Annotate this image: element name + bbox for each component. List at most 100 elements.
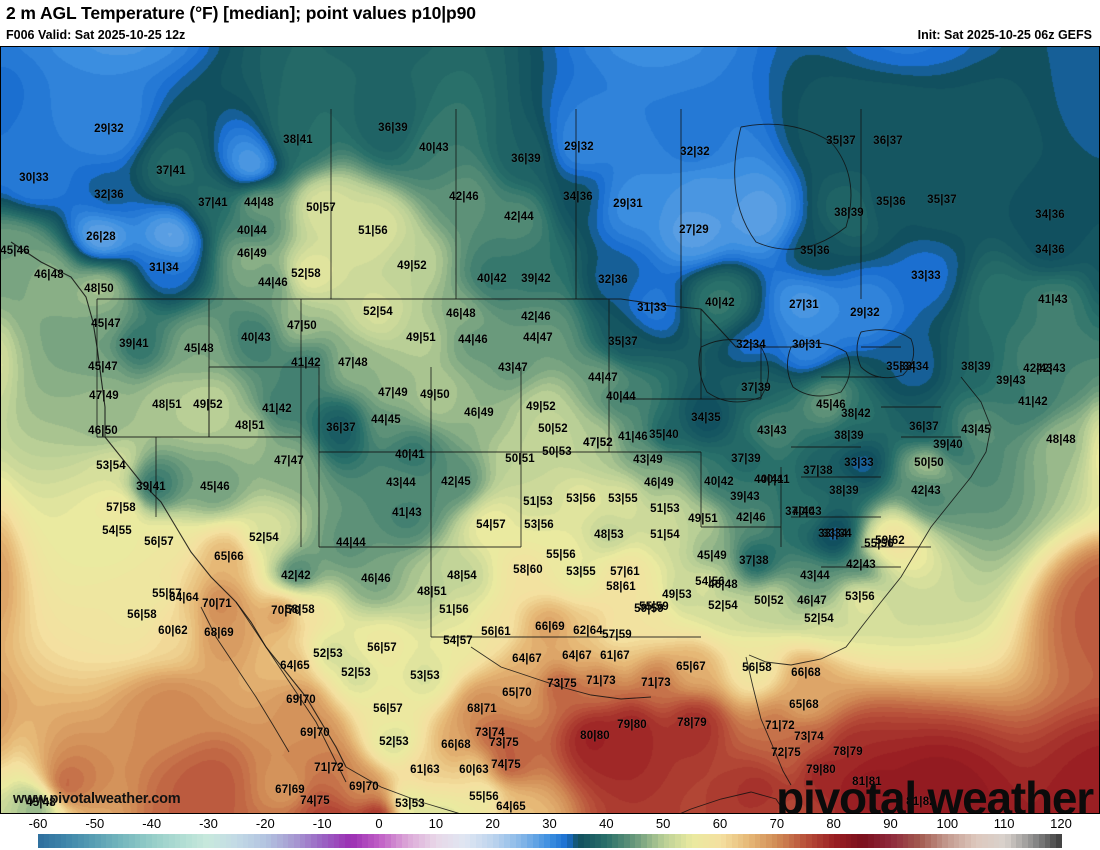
- colorbar-swatch: [1050, 834, 1057, 848]
- point-value-label: 34|36: [1035, 209, 1065, 221]
- point-value-label: 58|60: [513, 564, 543, 576]
- point-value-label: 46|49: [237, 248, 267, 260]
- point-value-label: 43|45: [961, 424, 991, 436]
- map-panel[interactable]: 30|33 29|32 32|36 26|28 45|46 46|48 48|50 45|47…: [0, 46, 1100, 814]
- colorbar-swatch: [180, 834, 186, 848]
- point-value-label: 34|36: [563, 191, 593, 203]
- point-value-label: 37|38: [803, 465, 833, 477]
- colorbar-swatch: [959, 834, 966, 848]
- colorbar-swatch: [384, 834, 391, 848]
- point-value-label: 32|36: [598, 274, 628, 286]
- colorbar-tick: -40: [142, 816, 162, 831]
- point-value-label: 42|46: [449, 191, 479, 203]
- colorbar-swatch: [561, 834, 567, 848]
- point-value-label: 56|61: [481, 626, 511, 638]
- point-value-label: 59|62: [875, 535, 905, 547]
- point-value-label: 41|46: [618, 431, 648, 443]
- colorbar-swatch: [464, 834, 471, 848]
- point-value-label: 45|48: [26, 797, 56, 809]
- point-value-label: 48|48: [1046, 434, 1076, 446]
- colorbar-tick: 80: [826, 816, 841, 831]
- border-path: [200, 606, 290, 753]
- point-value-label: 67|69: [275, 784, 305, 796]
- colorbar-swatch: [345, 834, 351, 848]
- colorbar-swatch: [487, 834, 493, 848]
- point-value-label: 36|39: [511, 153, 541, 165]
- colorbar-swatch: [242, 834, 249, 848]
- point-value-label: 50|57: [306, 202, 336, 214]
- point-value-label: 74|75: [300, 795, 330, 807]
- point-value-label: 73|75: [489, 737, 519, 749]
- init-time-label: Init: Sat 2025-10-25 06z GEFS: [917, 28, 1092, 42]
- point-value-label: 53|55: [608, 493, 638, 505]
- colorbar-swatch: [271, 834, 277, 848]
- colorbar-swatch: [117, 834, 124, 848]
- colorbar-swatch: [737, 834, 744, 848]
- point-value-label: 35|37: [927, 194, 957, 206]
- point-value-label: 52|53: [313, 648, 343, 660]
- point-value-label: 48|51: [417, 586, 447, 598]
- colorbar-swatch: [55, 834, 61, 848]
- colorbar-swatch: [788, 834, 795, 848]
- colorbar-swatch: [299, 834, 306, 848]
- point-value-label: 49|52: [397, 260, 427, 272]
- point-value-label: 65|70: [502, 687, 532, 699]
- colorbar-swatch: [259, 834, 266, 848]
- colorbar-ticks: -60 -50 -40 -30 -20 -10 0 10 20 30 40 50 60 70 80 90 100…: [0, 816, 1100, 833]
- colorbar-swatch: [430, 834, 437, 848]
- colorbar-swatch: [1044, 834, 1051, 848]
- point-value-label: 81|82: [906, 796, 936, 808]
- colorbar-swatch: [498, 834, 505, 848]
- colorbar-swatch: [407, 834, 414, 848]
- point-value-label: 66|69: [535, 621, 565, 633]
- colorbar-swatch: [276, 834, 283, 848]
- colorbar-swatch: [930, 834, 937, 848]
- point-value-label: 61|67: [600, 650, 630, 662]
- colorbar-tick: 30: [542, 816, 557, 831]
- colorbar-swatch: [908, 834, 914, 848]
- point-value-label: 47|52: [583, 437, 613, 449]
- colorbar-swatch: [237, 834, 243, 848]
- colorbar-swatch: [146, 834, 152, 848]
- point-value-label: 30|33: [19, 172, 49, 184]
- colorbar-swatch: [293, 834, 300, 848]
- point-value-label: 49|51: [406, 332, 436, 344]
- point-value-label: 40|44: [237, 225, 267, 237]
- colorbar-swatch: [89, 834, 95, 848]
- point-value-label: 36|37: [326, 422, 356, 434]
- point-value-label: 71|72: [765, 720, 795, 732]
- colorbar-swatch: [965, 834, 971, 848]
- point-value-label: 35|37: [826, 135, 856, 147]
- colorbar-swatch: [197, 834, 203, 848]
- colorbar-swatch: [521, 834, 528, 848]
- point-value-label: 35|36: [800, 245, 830, 257]
- point-value-label: 66|68: [791, 667, 821, 679]
- colorbar-swatch: [515, 834, 522, 848]
- site-url-watermark: www.pivotalweather.com: [13, 791, 181, 807]
- point-value-label: 29|31: [613, 198, 643, 210]
- colorbar-swatch: [720, 834, 727, 848]
- point-value-label: 33|33: [911, 270, 941, 282]
- colorbar-swatch: [709, 834, 715, 848]
- colorbar-swatch: [555, 834, 562, 848]
- colorbar-swatch: [77, 834, 84, 848]
- point-value-label: 79|80: [806, 764, 836, 776]
- point-value-label: 47|48: [338, 357, 368, 369]
- geographic-borders: [10, 109, 992, 813]
- colorbar-swatch: [572, 834, 579, 848]
- point-value-label: 55|56: [546, 549, 576, 561]
- point-value-label: 42|44: [504, 211, 534, 223]
- colorbar-swatch: [49, 834, 56, 848]
- colorbar-swatch: [510, 834, 516, 848]
- point-value-label: 41|42: [291, 357, 321, 369]
- colorbar-swatch: [527, 834, 533, 848]
- colorbar-swatch: [402, 834, 408, 848]
- colorbar-swatch: [339, 834, 346, 848]
- colorbar-swatch: [72, 834, 78, 848]
- point-value-label: 42|42: [281, 570, 311, 582]
- colorbar-swatch: [231, 834, 238, 848]
- point-value-label: 44|46: [458, 334, 488, 346]
- colorbar-tick: 0: [375, 816, 383, 831]
- point-value-label: 72|75: [771, 747, 801, 759]
- point-value-label: 44|44: [336, 537, 366, 549]
